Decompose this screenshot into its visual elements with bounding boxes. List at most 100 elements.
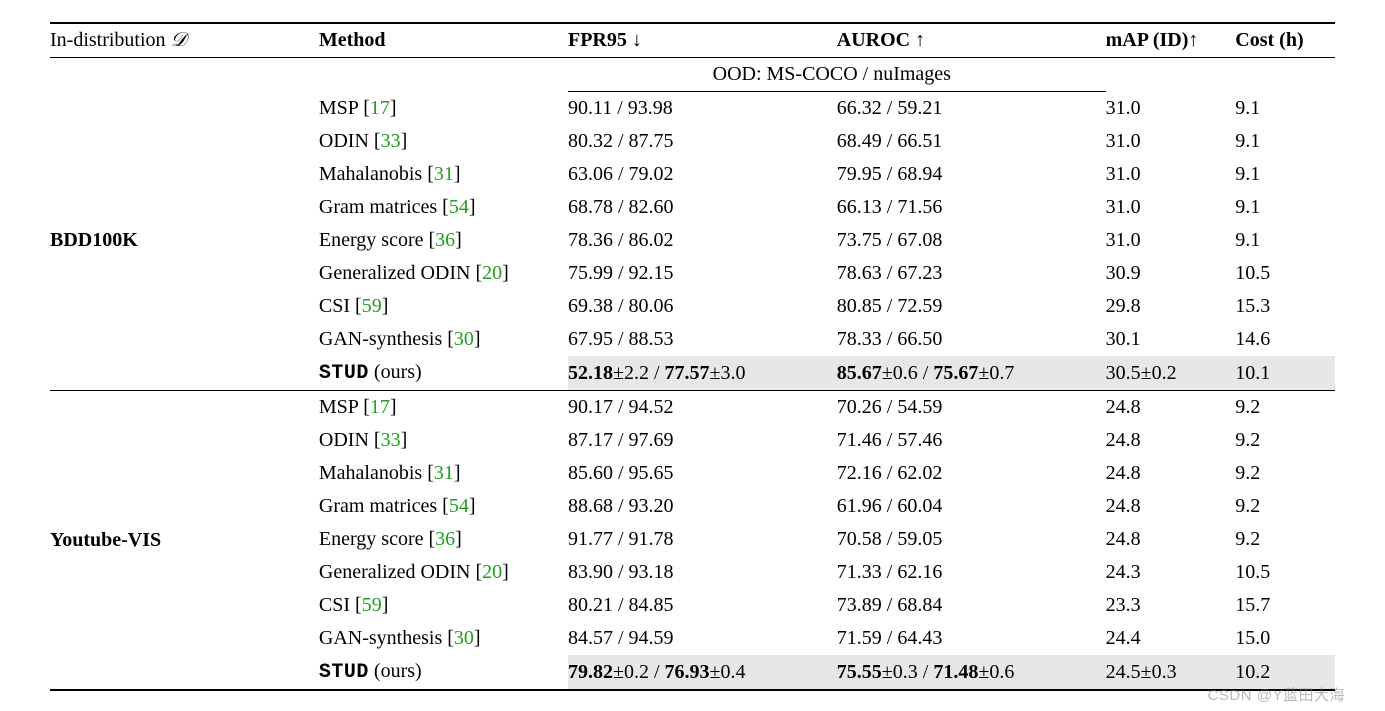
table-row: Youtube-VIS MSP [17] 90.17 / 94.52 70.26… — [50, 391, 1335, 425]
fpr-cell: 68.78 / 82.60 — [568, 191, 837, 224]
auroc-cell: 78.33 / 66.50 — [837, 323, 1106, 356]
ref-link[interactable]: 33 — [381, 429, 401, 451]
auroc-cell: 71.33 / 62.16 — [837, 556, 1106, 589]
cost-cell: 10.5 — [1235, 257, 1335, 290]
ref-link[interactable]: 31 — [434, 462, 454, 484]
map-cell: 24.4 — [1106, 622, 1236, 655]
map-cell: 31.0 — [1106, 224, 1236, 257]
method-cell: Mahalanobis [31] — [319, 457, 568, 490]
auroc-cell: 70.58 / 59.05 — [837, 523, 1106, 556]
table-row: BDD100K MSP [17] 90.11 / 93.98 66.32 / 5… — [50, 92, 1335, 126]
auroc-cell: 72.16 / 62.02 — [837, 457, 1106, 490]
dataset-label-youtube-vis: Youtube-VIS — [50, 391, 319, 691]
ref-link[interactable]: 33 — [381, 130, 401, 152]
method-cell: GAN-synthesis [30] — [319, 323, 568, 356]
ref-link[interactable]: 54 — [449, 495, 469, 517]
auroc-cell: 70.26 / 54.59 — [837, 391, 1106, 425]
method-cell-ours: STUD (ours) — [319, 655, 568, 690]
cost-cell: 9.1 — [1235, 191, 1335, 224]
empty-cell — [1106, 58, 1236, 92]
ref-link[interactable]: 59 — [362, 295, 382, 317]
method-cell: Energy score [36] — [319, 224, 568, 257]
cost-cell: 14.6 — [1235, 323, 1335, 356]
ref-link[interactable]: 17 — [370, 396, 390, 418]
map-cell: 24.8 — [1106, 523, 1236, 556]
header-method: Method — [319, 23, 568, 58]
fpr-cell: 80.32 / 87.75 — [568, 125, 837, 158]
map-cell: 30.9 — [1106, 257, 1236, 290]
cost-cell: 9.1 — [1235, 92, 1335, 126]
ref-link[interactable]: 54 — [449, 196, 469, 218]
method-cell: CSI [59] — [319, 290, 568, 323]
map-cell: 31.0 — [1106, 191, 1236, 224]
cost-cell: 9.1 — [1235, 224, 1335, 257]
fpr-cell-ours: 52.18±2.2 / 77.57±3.0 — [568, 356, 837, 391]
header-fpr95: FPR95 ↓ — [568, 23, 837, 58]
auroc-cell: 66.13 / 71.56 — [837, 191, 1106, 224]
cost-cell-ours: 10.1 — [1235, 356, 1335, 391]
ref-link[interactable]: 36 — [435, 229, 455, 251]
ref-link[interactable]: 59 — [362, 594, 382, 616]
method-cell: Mahalanobis [31] — [319, 158, 568, 191]
method-cell: Gram matrices [54] — [319, 191, 568, 224]
method-cell: Gram matrices [54] — [319, 490, 568, 523]
auroc-cell: 80.85 / 72.59 — [837, 290, 1106, 323]
header-in-distribution: In-distribution 𝒟 — [50, 23, 319, 58]
method-cell: ODIN [33] — [319, 125, 568, 158]
method-cell: ODIN [33] — [319, 424, 568, 457]
cost-cell: 9.2 — [1235, 523, 1335, 556]
fpr-cell: 83.90 / 93.18 — [568, 556, 837, 589]
auroc-cell: 71.46 / 57.46 — [837, 424, 1106, 457]
cost-cell: 9.2 — [1235, 391, 1335, 425]
ref-link[interactable]: 20 — [482, 561, 502, 583]
fpr-cell: 87.17 / 97.69 — [568, 424, 837, 457]
fpr-cell: 69.38 / 80.06 — [568, 290, 837, 323]
header-auroc: AUROC ↑ — [837, 23, 1106, 58]
auroc-cell-ours: 85.67±0.6 / 75.67±0.7 — [837, 356, 1106, 391]
cost-cell: 10.5 — [1235, 556, 1335, 589]
method-cell: Energy score [36] — [319, 523, 568, 556]
map-cell: 24.8 — [1106, 424, 1236, 457]
map-cell: 31.0 — [1106, 92, 1236, 126]
fpr-cell: 91.77 / 91.78 — [568, 523, 837, 556]
fpr-cell: 63.06 / 79.02 — [568, 158, 837, 191]
ref-link[interactable]: 30 — [454, 328, 474, 350]
auroc-cell-ours: 75.55±0.3 / 71.48±0.6 — [837, 655, 1106, 690]
cost-cell: 9.2 — [1235, 424, 1335, 457]
ref-link[interactable]: 30 — [454, 627, 474, 649]
auroc-cell: 71.59 / 64.43 — [837, 622, 1106, 655]
method-cell: CSI [59] — [319, 589, 568, 622]
ood-span-label: OOD: MS-COCO / nuImages — [568, 58, 1106, 92]
table-container: In-distribution 𝒟 Method FPR95 ↓ AUROC ↑… — [0, 0, 1385, 711]
map-cell: 24.8 — [1106, 457, 1236, 490]
method-cell: Generalized ODIN [20] — [319, 257, 568, 290]
fpr-cell: 84.57 / 94.59 — [568, 622, 837, 655]
map-cell: 24.3 — [1106, 556, 1236, 589]
cost-cell: 9.1 — [1235, 158, 1335, 191]
method-cell: MSP [17] — [319, 92, 568, 126]
fpr-cell: 67.95 / 88.53 — [568, 323, 837, 356]
method-cell-ours: STUD (ours) — [319, 356, 568, 391]
auroc-cell: 66.32 / 59.21 — [837, 92, 1106, 126]
map-cell: 29.8 — [1106, 290, 1236, 323]
ref-link[interactable]: 36 — [435, 528, 455, 550]
ref-link[interactable]: 20 — [482, 262, 502, 284]
cost-cell: 15.3 — [1235, 290, 1335, 323]
method-cell: Generalized ODIN [20] — [319, 556, 568, 589]
method-cell: MSP [17] — [319, 391, 568, 425]
map-cell: 23.3 — [1106, 589, 1236, 622]
ref-link[interactable]: 31 — [434, 163, 454, 185]
auroc-cell: 61.96 / 60.04 — [837, 490, 1106, 523]
fpr-cell-ours: 79.82±0.2 / 76.93±0.4 — [568, 655, 837, 690]
dataset-label-bdd100k: BDD100K — [50, 92, 319, 391]
empty-cell — [1235, 58, 1335, 92]
fpr-cell: 88.68 / 93.20 — [568, 490, 837, 523]
ref-link[interactable]: 17 — [370, 97, 390, 119]
empty-cell — [50, 58, 319, 92]
map-cell: 24.8 — [1106, 490, 1236, 523]
header-map: mAP (ID)↑ — [1106, 23, 1236, 58]
map-cell: 31.0 — [1106, 125, 1236, 158]
fpr-cell: 85.60 / 95.65 — [568, 457, 837, 490]
map-cell-ours: 30.5±0.2 — [1106, 356, 1236, 391]
auroc-cell: 73.75 / 67.08 — [837, 224, 1106, 257]
